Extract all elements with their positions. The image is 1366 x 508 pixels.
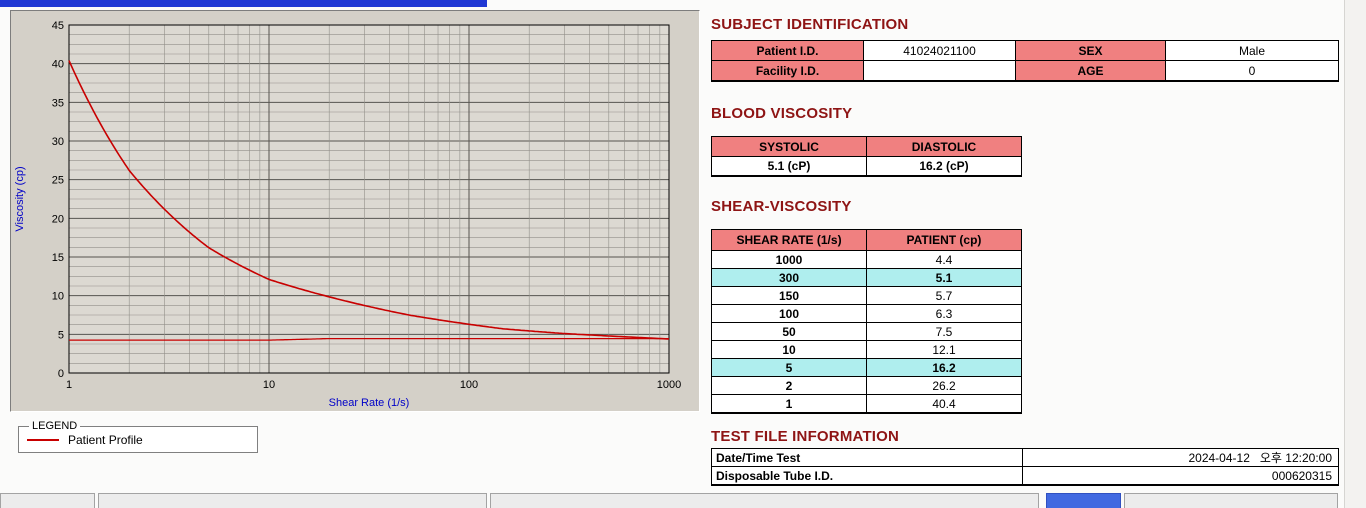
chart-legend: LEGEND Patient Profile <box>18 420 258 453</box>
svg-text:35: 35 <box>52 97 64 109</box>
test-file-information-title: TEST FILE INFORMATION <box>711 428 900 445</box>
shear-rate-cell: 10 <box>711 340 867 359</box>
facility-id-label: Facility I.D. <box>711 60 864 82</box>
patient-cp-cell: 4.4 <box>866 250 1022 269</box>
svg-text:40: 40 <box>52 59 64 71</box>
systolic-value: 5.1 (cP) <box>711 156 867 177</box>
svg-text:25: 25 <box>52 175 64 187</box>
shear-table-body: 1000 4.4 300 5.1 150 5.7 100 6.3 50 7.5 10 12.1 5 16.… <box>711 250 1022 414</box>
svg-text:15: 15 <box>52 252 64 264</box>
patient-cp-cell: 7.5 <box>866 322 1022 341</box>
table-row: Facility I.D. AGE 0 <box>711 60 1339 82</box>
shear-row: 100 6.3 <box>711 304 1022 323</box>
svg-text:1: 1 <box>66 379 72 391</box>
disposable-tube-id-label: Disposable Tube I.D. <box>711 466 1023 486</box>
taskbar-button[interactable] <box>1124 493 1338 508</box>
shear-row: 300 5.1 <box>711 268 1022 287</box>
patient-profile-curve <box>68 60 670 340</box>
patient-cp-cell: 6.3 <box>866 304 1022 323</box>
table-row: SYSTOLIC DIASTOLIC <box>711 136 1022 157</box>
facility-id-value <box>863 60 1016 82</box>
test-file-table: Date/Time Test 2024-04-12 오후 12:20:00 Di… <box>711 448 1339 486</box>
patient-id-label: Patient I.D. <box>711 40 864 61</box>
shear-row: 10 12.1 <box>711 340 1022 359</box>
shear-viscosity-table: SHEAR RATE (1/s) PATIENT (cp) 1000 4.4 300… <box>711 229 1022 414</box>
svg-text:30: 30 <box>52 136 64 148</box>
viscosity-chart-svg: 0 5 10 15 20 25 30 35 40 45 1 10 100 1000 Viscosity (c… <box>14 20 681 409</box>
table-header-row: SHEAR RATE (1/s) PATIENT (cp) <box>711 229 1022 251</box>
shear-viscosity-title: SHEAR-VISCOSITY <box>711 198 852 215</box>
right-gutter <box>1344 0 1366 508</box>
patient-profile-line-swatch <box>27 439 59 441</box>
patient-cp-cell: 26.2 <box>866 376 1022 395</box>
table-row: Patient I.D. 41024021100 SEX Male <box>711 40 1339 61</box>
table-row: Date/Time Test 2024-04-12 오후 12:20:00 <box>711 448 1339 467</box>
table-row: Disposable Tube I.D. 000620315 <box>711 466 1339 486</box>
svg-text:10: 10 <box>263 379 275 391</box>
diastolic-value: 16.2 (cP) <box>866 156 1022 177</box>
svg-text:100: 100 <box>460 379 478 391</box>
diastolic-header: DIASTOLIC <box>866 136 1022 157</box>
legend-entry-label: Patient Profile <box>68 433 143 447</box>
y-axis-title: Viscosity (cp) <box>14 166 26 231</box>
blood-viscosity-title: BLOOD VISCOSITY <box>711 105 853 122</box>
taskbar-button[interactable] <box>0 493 95 508</box>
subject-identification-table: Patient I.D. 41024021100 SEX Male Facili… <box>711 40 1339 82</box>
shear-rate-header: SHEAR RATE (1/s) <box>711 229 867 251</box>
date-time-test-label: Date/Time Test <box>711 448 1023 467</box>
shear-row: 1000 4.4 <box>711 250 1022 269</box>
shear-rate-cell: 5 <box>711 358 867 377</box>
legend-entry: Patient Profile <box>27 433 249 447</box>
shear-rate-cell: 150 <box>711 286 867 305</box>
shear-rate-cell: 2 <box>711 376 867 395</box>
patient-id-value: 41024021100 <box>863 40 1016 61</box>
patient-cp-cell: 5.1 <box>866 268 1022 287</box>
systolic-header: SYSTOLIC <box>711 136 867 157</box>
patient-cp-cell: 5.7 <box>866 286 1022 305</box>
window-title-bar-fragment <box>0 0 487 7</box>
svg-text:0: 0 <box>58 368 64 380</box>
shear-rate-cell: 100 <box>711 304 867 323</box>
date-time-test-value: 2024-04-12 오후 12:20:00 <box>1022 448 1339 467</box>
svg-text:10: 10 <box>52 291 64 303</box>
shear-row: 50 7.5 <box>711 322 1022 341</box>
shear-rate-cell: 1000 <box>711 250 867 269</box>
shear-rate-cell: 300 <box>711 268 867 287</box>
x-axis-title: Shear Rate (1/s) <box>329 397 410 409</box>
patient-cp-cell: 40.4 <box>866 394 1022 414</box>
svg-text:20: 20 <box>52 213 64 225</box>
svg-text:45: 45 <box>52 20 64 32</box>
shear-rate-cell: 50 <box>711 322 867 341</box>
sex-value: Male <box>1165 40 1339 61</box>
patient-cp-header: PATIENT (cp) <box>866 229 1022 251</box>
taskbar-button[interactable] <box>490 493 1039 508</box>
blood-viscosity-table: SYSTOLIC DIASTOLIC 5.1 (cP) 16.2 (cP) <box>711 136 1022 177</box>
shear-row: 5 16.2 <box>711 358 1022 377</box>
disposable-tube-id-value: 000620315 <box>1022 466 1339 486</box>
patient-cp-cell: 12.1 <box>866 340 1022 359</box>
shear-row: 1 40.4 <box>711 394 1022 414</box>
sex-label: SEX <box>1015 40 1166 61</box>
shear-row: 150 5.7 <box>711 286 1022 305</box>
legend-title: LEGEND <box>32 420 78 432</box>
taskbar-button[interactable] <box>98 493 487 508</box>
taskbar-button-active[interactable] <box>1046 493 1121 508</box>
subject-identification-title: SUBJECT IDENTIFICATION <box>711 16 909 33</box>
age-label: AGE <box>1015 60 1166 82</box>
svg-text:5: 5 <box>58 329 64 341</box>
shear-row: 2 26.2 <box>711 376 1022 395</box>
table-row: 5.1 (cP) 16.2 (cP) <box>711 156 1022 177</box>
patient-cp-cell: 16.2 <box>866 358 1022 377</box>
viscosity-chart-panel: 0 5 10 15 20 25 30 35 40 45 1 10 100 1000 Viscosity (c… <box>10 10 700 412</box>
viscosity-chart: 0 5 10 15 20 25 30 35 40 45 1 10 100 1000 Viscosity (c… <box>11 11 697 409</box>
baseline-curve <box>69 337 669 341</box>
svg-text:1000: 1000 <box>657 379 681 391</box>
age-value: 0 <box>1165 60 1339 82</box>
shear-rate-cell: 1 <box>711 394 867 414</box>
